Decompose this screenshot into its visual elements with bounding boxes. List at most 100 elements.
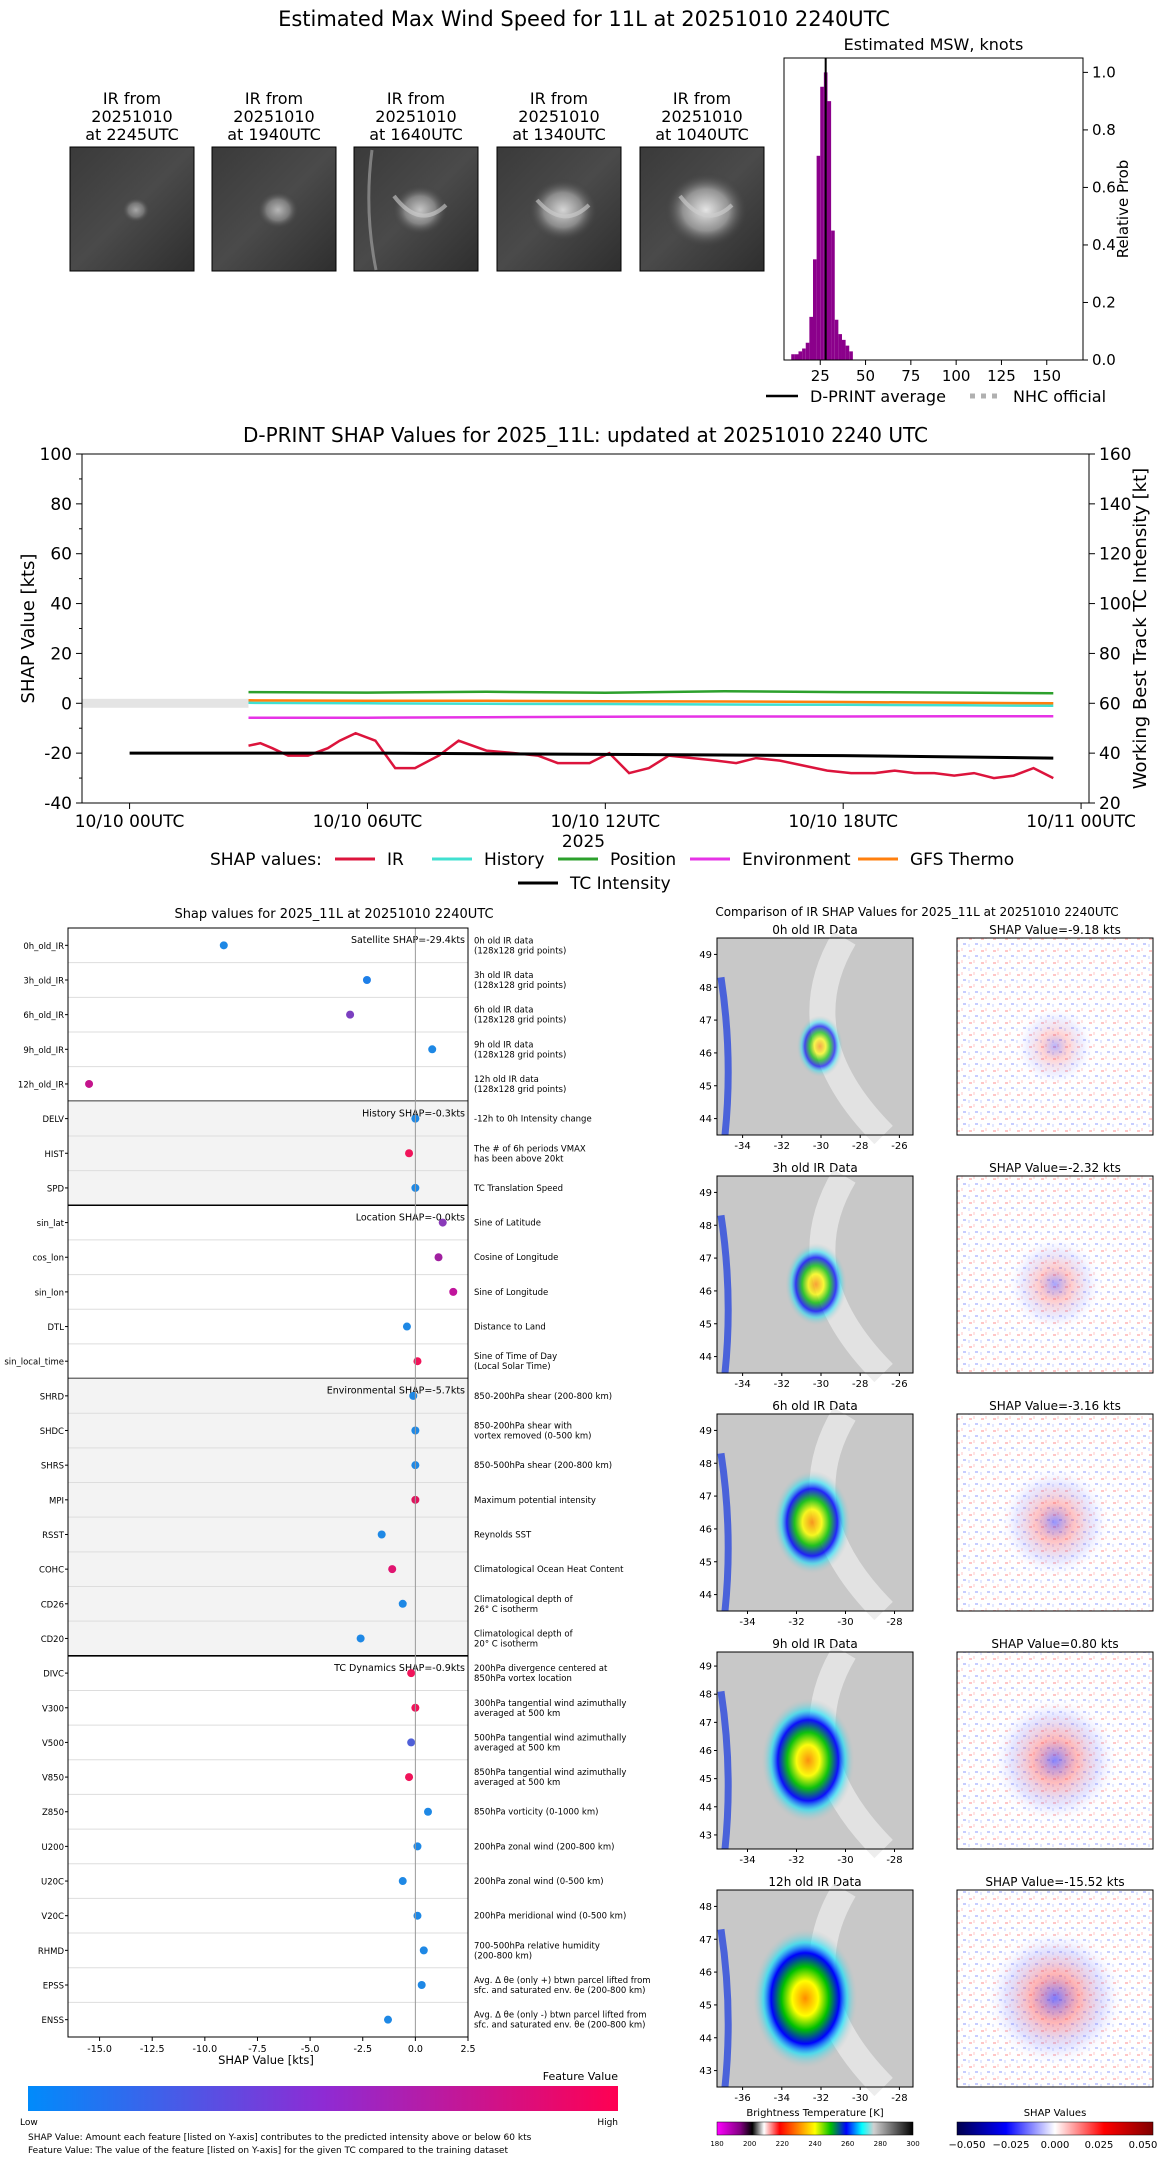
feature-name-label: MPI (49, 1496, 64, 1506)
histogram-bar (849, 351, 853, 360)
feature-chart-title: Shap values for 2025_11L at 20251010 224… (174, 907, 493, 922)
feature-xtick-label: -2.5 (353, 2044, 372, 2055)
histogram-ytick-label: 0.6 (1092, 178, 1116, 196)
ir-panel-frame (716, 1413, 914, 1612)
timeseries-xtick-label: 10/11 00UTC (1026, 812, 1136, 832)
timeseries-ytick-label: -40 (44, 794, 72, 814)
thumbnail-cloud (392, 184, 448, 236)
thumbnail-cloud-band (367, 149, 378, 271)
ir-storm-core (773, 1470, 851, 1575)
ir-xtick-label: -26 (891, 1141, 907, 1152)
feature-description: (128x128 grid points) (474, 946, 566, 956)
feature-name-label: SHRS (41, 1462, 64, 1472)
feature-name-label: V850 (42, 1774, 64, 1784)
feature-xtick-label: 2.5 (460, 2044, 475, 2055)
histogram-bar (816, 155, 821, 360)
feature-description: 6h old IR data (474, 1006, 533, 1016)
bt-colorbar-tick: 280 (874, 2140, 887, 2148)
timeseries-y2tick-label: 160 (1099, 445, 1131, 465)
histogram-bar (794, 354, 799, 360)
feature-description: -12h to 0h Intensity change (474, 1115, 592, 1125)
ir-storm-core (752, 1928, 858, 2069)
feature-name-label: CD20 (41, 1635, 64, 1645)
ir-ytick-label: 47 (699, 1254, 712, 1265)
feature-shap-point (413, 1357, 422, 1366)
histogram-xtick-label: 125 (987, 367, 1016, 385)
timeseries-ytick-label: -20 (44, 744, 72, 764)
ir-xtick-label: -30 (852, 2093, 868, 2104)
ir-ytick-label: 44 (699, 2033, 712, 2044)
ir-ytick-label: 46 (699, 1968, 712, 1979)
feature-name-label: U200 (42, 1843, 64, 1853)
timeseries-ytick-label: 60 (50, 545, 72, 565)
feature-description: Avg. Δ θe (only +) btwn parcel lifted fr… (474, 1976, 651, 1986)
timeseries-xtick-label: 10/10 12UTC (550, 812, 660, 832)
footnote: SHAP Value: Amount each feature [listed … (28, 2133, 532, 2143)
histogram-bar (831, 230, 835, 360)
shap-panel-frame (956, 1413, 1154, 1612)
feature-shap-point (405, 1149, 414, 1158)
ir-ytick-label: 45 (699, 1774, 712, 1785)
feature-shap-point (388, 1565, 397, 1574)
shap-panel-frame (956, 1175, 1154, 1374)
feature-shap-point (413, 1911, 422, 1920)
timeseries-xlabel: 2025 (562, 832, 605, 852)
feature-shap-point (424, 1807, 432, 1816)
feature-shap-point (409, 1391, 418, 1400)
feature-description: 3h old IR data (474, 971, 533, 981)
thumbnail-label: IR from (103, 89, 161, 108)
shap-colorbar-tick: −0.025 (992, 2140, 1029, 2151)
thumbnail-cloud-band (678, 194, 734, 218)
bt-colorbar (716, 2121, 914, 2136)
feature-description: 200hPa zonal wind (0-500 km) (474, 1877, 604, 1887)
ir-storm-core (796, 1015, 844, 1078)
ir-xtick-label: -32 (774, 1141, 790, 1152)
ir-xtick-label: -32 (774, 1379, 790, 1390)
histogram-ytick-label: 0.2 (1092, 293, 1116, 311)
thumbnail-label: IR from (530, 89, 588, 108)
feature-description: The # of 6h periods VMAX (473, 1144, 586, 1154)
zero-band (82, 698, 249, 708)
histogram-frame (783, 57, 1084, 361)
ir-ytick-label: 46 (699, 1286, 712, 1297)
timeseries-ylabel: SHAP Value [kts] (18, 554, 39, 704)
ir-panel-frame (716, 1889, 914, 2088)
ir-xtick-label: -28 (852, 1141, 868, 1152)
ir-ytick-label: 45 (699, 1557, 712, 1568)
ir-ytick-label: 46 (699, 1048, 712, 1059)
feature-description: 850-200hPa shear with (474, 1422, 572, 1432)
ir-ytick-label: 48 (699, 1459, 712, 1470)
ir-ytick-label: 43 (699, 2066, 712, 2077)
timeseries-section: D-PRINT SHAP Values for 2025_11L: update… (0, 410, 1168, 900)
ir-xtick-label: -28 (891, 2093, 907, 2104)
group-shading (68, 1101, 468, 1206)
feature-shap-point (419, 1946, 428, 1955)
feature-description: 200hPa divergence centered at (474, 1664, 608, 1674)
feature-description: 26° C isotherm (474, 1605, 538, 1615)
bt-colorbar-tick: 220 (776, 2140, 789, 2148)
feature-description: Climatological depth of (474, 1629, 574, 1639)
thumbnail-label: IR from (245, 89, 303, 108)
feature-shap-point (219, 941, 228, 950)
feature-name-label: ENSS (41, 2016, 64, 2026)
histogram-bar (798, 351, 803, 360)
feature-description: 700-500hPa relative humidity (474, 1941, 600, 1951)
timeseries-y2tick-label: 100 (1099, 595, 1131, 615)
histogram-xtick-label: 75 (901, 367, 920, 385)
timeseries-title: D-PRINT SHAP Values for 2025_11L: update… (243, 423, 928, 447)
ir-ytick-label: 48 (699, 1221, 712, 1232)
top-figure: Estimated Max Wind Speed for 11L at 2025… (69, 7, 1132, 406)
timeseries-y2tick-label: 80 (1099, 644, 1121, 664)
bt-colorbar-tick: 300 (906, 2140, 919, 2148)
thumbnail-label: at 1640UTC (369, 125, 463, 144)
ir-ytick-label: 48 (699, 983, 712, 994)
ir-xtick-label: -30 (837, 1617, 853, 1628)
ir-xtick-label: -32 (813, 2093, 829, 2104)
group-summary: Location SHAP=-0.0kts (356, 1212, 465, 1223)
histogram-bar (841, 339, 846, 360)
feature-name-label: V300 (42, 1704, 64, 1714)
feature-description: Climatological Ocean Heat Content (474, 1565, 624, 1575)
feature-shap-point (407, 1738, 416, 1747)
thumbnail-cloud (528, 178, 598, 242)
shap-attribution-blob (999, 1466, 1111, 1579)
